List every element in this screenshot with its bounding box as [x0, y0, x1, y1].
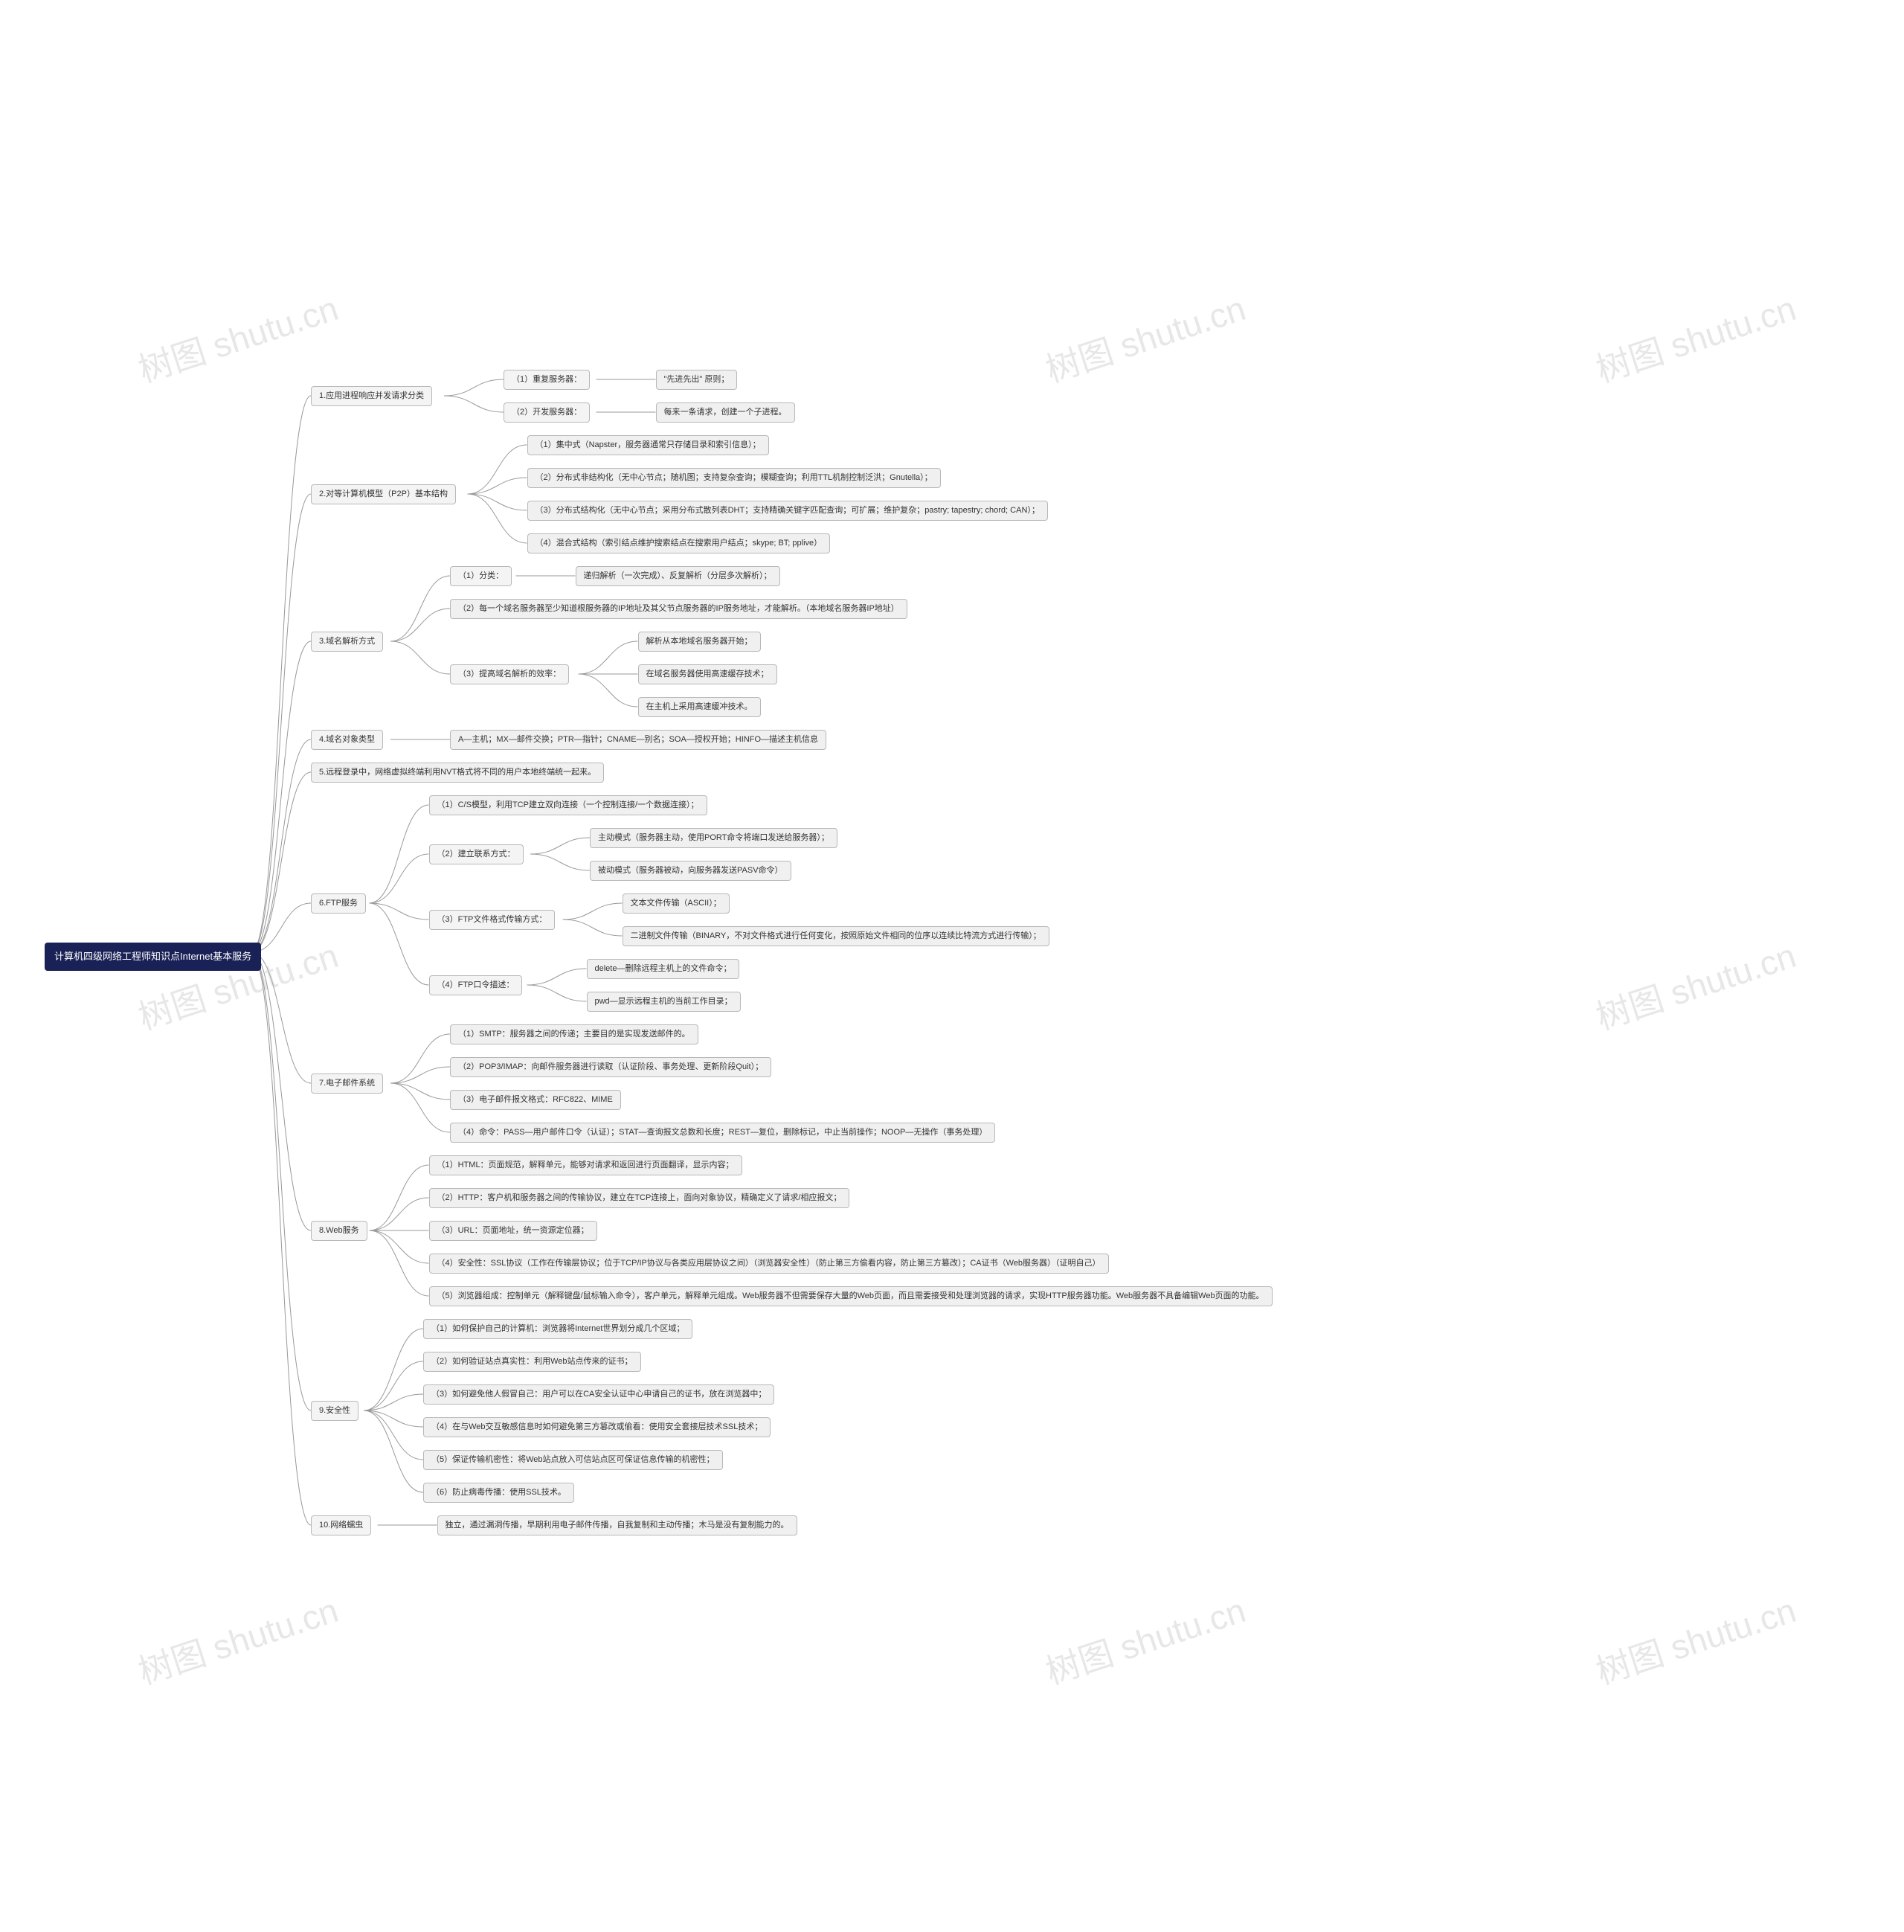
node: （3）如何避免他人假冒自己：用户可以在CA安全认证中心申请自己的证书，放在浏览器… [423, 1384, 774, 1405]
node: （4）混合式结构（索引结点维护搜索结点在搜索用户结点；skype; BT; pp… [527, 533, 831, 553]
connector [444, 379, 504, 396]
node: （4）安全性：SSL协议（工作在传输层协议；位于TCP/IP协议与各类应用层协议… [429, 1254, 1109, 1274]
node: 二进制文件传输（BINARY，不对文件格式进行任何变化，按照原始文件相同的位序以… [623, 926, 1049, 946]
node: （3）分布式结构化（无中心节点；采用分布式散列表DHT；支持精确关键字匹配查询；… [527, 501, 1048, 521]
node: 2.对等计算机模型（P2P）基本结构 [311, 484, 456, 504]
node: （1）重复服务器： [504, 370, 590, 390]
connector [370, 1230, 429, 1296]
node: （1）C/S模型，利用TCP建立双向连接（一个控制连接/一个数据连接）； [429, 795, 707, 815]
node: 8.Web服务 [311, 1221, 367, 1241]
connector [468, 478, 527, 494]
connectors-svg [15, 15, 1904, 1932]
node: 解析从本地域名服务器开始； [638, 632, 761, 652]
node: 1.应用进程响应并发请求分类 [311, 386, 432, 406]
connector [364, 1411, 423, 1427]
connector [251, 396, 311, 952]
connector [251, 494, 311, 952]
connector [370, 854, 429, 903]
node: （2）如何验证站点真实性：利用Web站点传来的证书； [423, 1352, 641, 1372]
connector [364, 1394, 423, 1411]
node: （5）保证传输机密性：将Web站点放入可信站点区可保证信息传输的机密性； [423, 1450, 723, 1470]
connector [364, 1411, 423, 1492]
node: （3）电子邮件报文格式：RFC822、MIME [450, 1090, 621, 1110]
connector [563, 920, 623, 936]
connector [579, 674, 638, 707]
connector [251, 952, 311, 1230]
connector [390, 1083, 450, 1100]
node: 递归解析（一次完成）、反复解析（分层多次解析）； [576, 566, 780, 586]
node: 9.安全性 [311, 1401, 358, 1421]
node: （4）在与Web交互敏感信息时如何避免第三方篡改或偷看：使用安全套接层技术SSL… [423, 1417, 771, 1437]
connector [390, 1067, 450, 1083]
connector [390, 641, 450, 674]
connector [370, 1230, 429, 1263]
node: （2）建立联系方式： [429, 844, 524, 864]
connector [370, 805, 429, 903]
node: （4）命令：PASS—用户邮件口令（认证）；STAT—查询报文总数和长度；RES… [450, 1123, 995, 1143]
connector [444, 396, 504, 412]
node: 在主机上采用高速缓冲技术。 [638, 697, 761, 717]
mindmap-container: 计算机四级网络工程师知识点Internet基本服务 1.应用进程响应并发请求分类 （… [15, 15, 1889, 1902]
node: （2）开发服务器： [504, 402, 590, 423]
connector [251, 952, 311, 1525]
node: （3）URL：页面地址，统一资源定位器； [429, 1221, 597, 1241]
node: （1）集中式（Napster，服务器通常只存储目录和索引信息）； [527, 435, 769, 455]
node: A—主机；MX—邮件交换；PTR—指针；CNAME—别名；SOA—授权开始；HI… [450, 730, 826, 750]
connector [251, 952, 311, 1411]
node: pwd—显示远程主机的当前工作目录； [587, 992, 741, 1012]
node: （1）HTML：页面规范，解释单元，能够对请求和返回进行页面翻译，显示内容； [429, 1155, 742, 1175]
connector [468, 494, 527, 543]
connector [370, 903, 429, 985]
node: 10.网络蠕虫 [311, 1515, 371, 1535]
connector [370, 903, 429, 920]
node: 每来一条请求，创建一个子进程。 [656, 402, 795, 423]
connector [527, 985, 587, 1001]
connector [390, 1034, 450, 1083]
connector [251, 641, 311, 952]
connector [527, 969, 587, 985]
node: （2）每一个域名服务器至少知道根服务器的IP地址及其父节点服务器的IP服务地址，… [450, 599, 907, 619]
connector [370, 1165, 429, 1230]
node: 被动模式（服务器被动，向服务器发送PASV命令） [590, 861, 791, 881]
node: 主动模式（服务器主动，使用PORT命令将端口发送给服务器）； [590, 828, 837, 848]
connector [364, 1411, 423, 1460]
node: 4.域名对象类型 [311, 730, 383, 750]
connector [530, 854, 590, 870]
connector [370, 1198, 429, 1230]
node: （4）FTP口令描述： [429, 975, 523, 995]
node: （1）如何保护自己的计算机：浏览器将Internet世界划分成几个区域； [423, 1319, 692, 1339]
node: 3.域名解析方式 [311, 632, 383, 652]
node: delete—删除远程主机上的文件命令； [587, 959, 740, 979]
node: （2）分布式非结构化（无中心节点；随机图；支持复杂查询；模糊查询；利用TTL机制… [527, 468, 941, 488]
node: （6）防止病毒传播：使用SSL技术。 [423, 1483, 574, 1503]
connector [364, 1361, 423, 1411]
connector [579, 641, 638, 674]
connector [390, 1083, 450, 1132]
node: 在域名服务器使用高速缓存技术； [638, 664, 777, 684]
node: （1）SMTP：服务器之间的传递；主要目的是实现发送邮件的。 [450, 1024, 698, 1044]
connector [251, 772, 311, 952]
node: （2）POP3/IMAP：向邮件服务器进行读取（认证阶段、事务处理、更新阶段Qu… [450, 1057, 771, 1077]
node: 5.远程登录中，网络虚拟终端利用NVT格式将不同的用户本地终端统一起来。 [311, 763, 604, 783]
node: 文本文件传输（ASCII）； [623, 893, 730, 914]
connector [364, 1329, 423, 1411]
connector [251, 952, 311, 1083]
node: 独立，通过漏洞传播，早期利用电子邮件传播，自我复制和主动传播；木马是没有复制能力… [437, 1515, 797, 1535]
node: （1）分类： [450, 566, 512, 586]
connector [390, 609, 450, 641]
connector [530, 838, 590, 854]
connector [563, 903, 623, 920]
connector [468, 494, 527, 510]
node: （2）HTTP：客户机和服务器之间的传输协议，建立在TCP连接上，面向对象协议，… [429, 1188, 850, 1208]
connector [390, 576, 450, 641]
root-node: 计算机四级网络工程师知识点Internet基本服务 [45, 943, 261, 971]
node: （3）提高域名解析的效率： [450, 664, 569, 684]
node: "先进先出" 原则； [656, 370, 738, 390]
connector [251, 739, 311, 952]
connector [468, 445, 527, 494]
node: 6.FTP服务 [311, 893, 366, 914]
node: 7.电子邮件系统 [311, 1073, 383, 1094]
node: （3）FTP文件格式传输方式： [429, 910, 556, 930]
node: （5）浏览器组成：控制单元（解释键盘/鼠标输入命令），客户单元，解释单元组成。W… [429, 1286, 1273, 1306]
